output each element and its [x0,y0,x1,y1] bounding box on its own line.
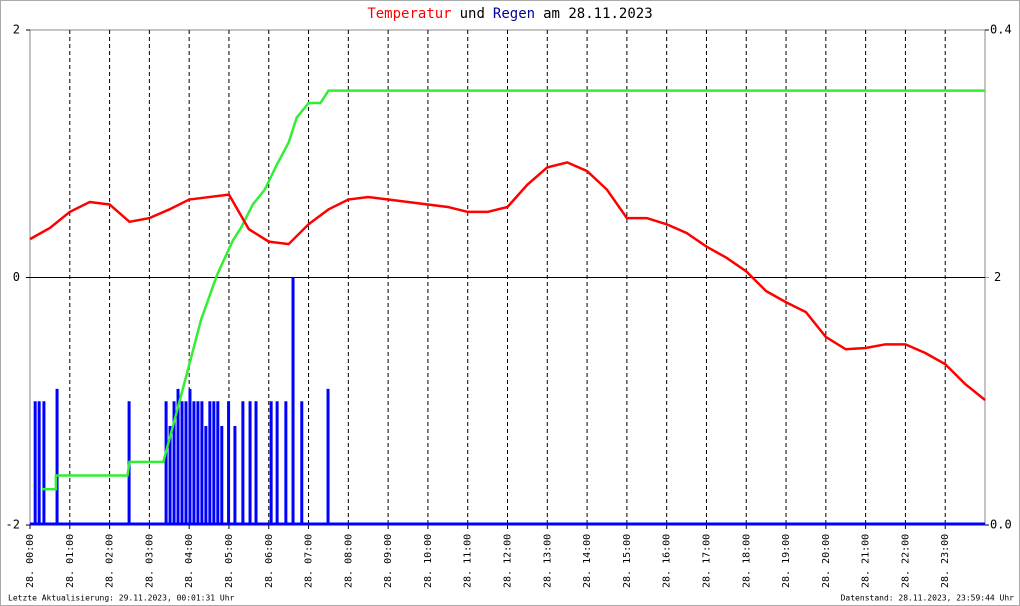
rain-bar [212,401,216,525]
rain-bar [164,401,168,525]
rain-bar [233,426,237,525]
y2-tick-label: 0.0 [990,518,1012,532]
x-tick-label: 28. 14:00 [582,534,593,588]
x-tick-label: 28. 08:00 [343,534,354,588]
rain-bar [269,401,273,525]
rain-bar [192,401,196,525]
rain-bar [168,426,172,525]
y-tick-label: 2 [13,23,20,37]
x-tick-label: 28. 15:00 [622,534,633,588]
rain-bar [220,426,224,525]
x-tick-label: 28. 22:00 [900,534,911,588]
rain-bar [204,426,208,525]
x-tick-label: 28. 16:00 [662,534,673,588]
rain-bar [300,401,304,525]
x-tick-label: 28. 02:00 [105,534,116,588]
rain-bar [275,401,279,525]
x-tick-label: 28. 09:00 [383,534,394,588]
x-tick-label: 28. 18:00 [741,534,752,588]
footer-right: Datenstand: 28.11.2023, 23:59:44 Uhr [841,594,1015,603]
title-part: am 28.11.2023 [543,6,653,22]
cumulative-line [41,89,985,491]
rain-bar [241,401,245,525]
x-tick-label: 28. 06:00 [264,534,275,588]
rain-bar [42,401,46,525]
rain-bar [200,401,204,525]
title-part: Temperatur [367,6,451,22]
title-part: und [460,6,485,22]
rain-bar [180,401,184,525]
chart-title: Temperatur und Regen am 28.11.2023 [367,6,652,22]
rain-bar [184,401,188,525]
x-tick-label: 28. 07:00 [304,534,315,588]
rain-bar [326,388,330,525]
rain-bar [55,388,59,525]
x-tick-label: 28. 19:00 [781,534,792,588]
x-tick-label: 28. 04:00 [184,534,195,588]
x-tick-label: 28. 13:00 [542,534,553,588]
rain-bar [33,401,37,525]
x-tick-label: 28. 01:00 [65,534,76,588]
x-tick-label: 28. 17:00 [701,534,712,588]
rain-bar [248,401,252,525]
title-part: Regen [493,6,535,22]
rain-bar [176,388,180,525]
x-tick-label: 28. 00:00 [25,534,36,588]
rain-bar [291,277,295,525]
x-tick-label: 28. 23:00 [940,534,951,588]
x-tick-label: 28. 03:00 [144,534,155,588]
rain-bar [284,401,288,525]
x-tick-label: 28. 21:00 [861,534,872,588]
rain-bar [188,388,192,525]
rain-bar [254,401,258,525]
x-tick-label: 28. 05:00 [224,534,235,588]
y2-tick-label: 0.4 [990,23,1012,37]
rain-bar [208,401,212,525]
x-tick-label: 28. 20:00 [821,534,832,588]
footer-left: Letzte Aktualisierung: 29.11.2023, 00:01… [8,594,235,603]
y-tick-label: -2 [6,518,20,532]
rain-bar [216,401,220,525]
x-tick-label: 28. 11:00 [463,534,474,588]
rain-bar [196,401,200,525]
rain-bar [37,401,41,525]
rain-bar [172,401,176,525]
temperature-line [29,161,986,401]
x-tick-label: 28. 10:00 [423,534,434,588]
x-tick-label: 28. 12:00 [503,534,514,588]
rain-bar [227,401,231,525]
y-tick-label: 0 [13,270,20,284]
y3-tick-label: 2 [994,270,1001,284]
